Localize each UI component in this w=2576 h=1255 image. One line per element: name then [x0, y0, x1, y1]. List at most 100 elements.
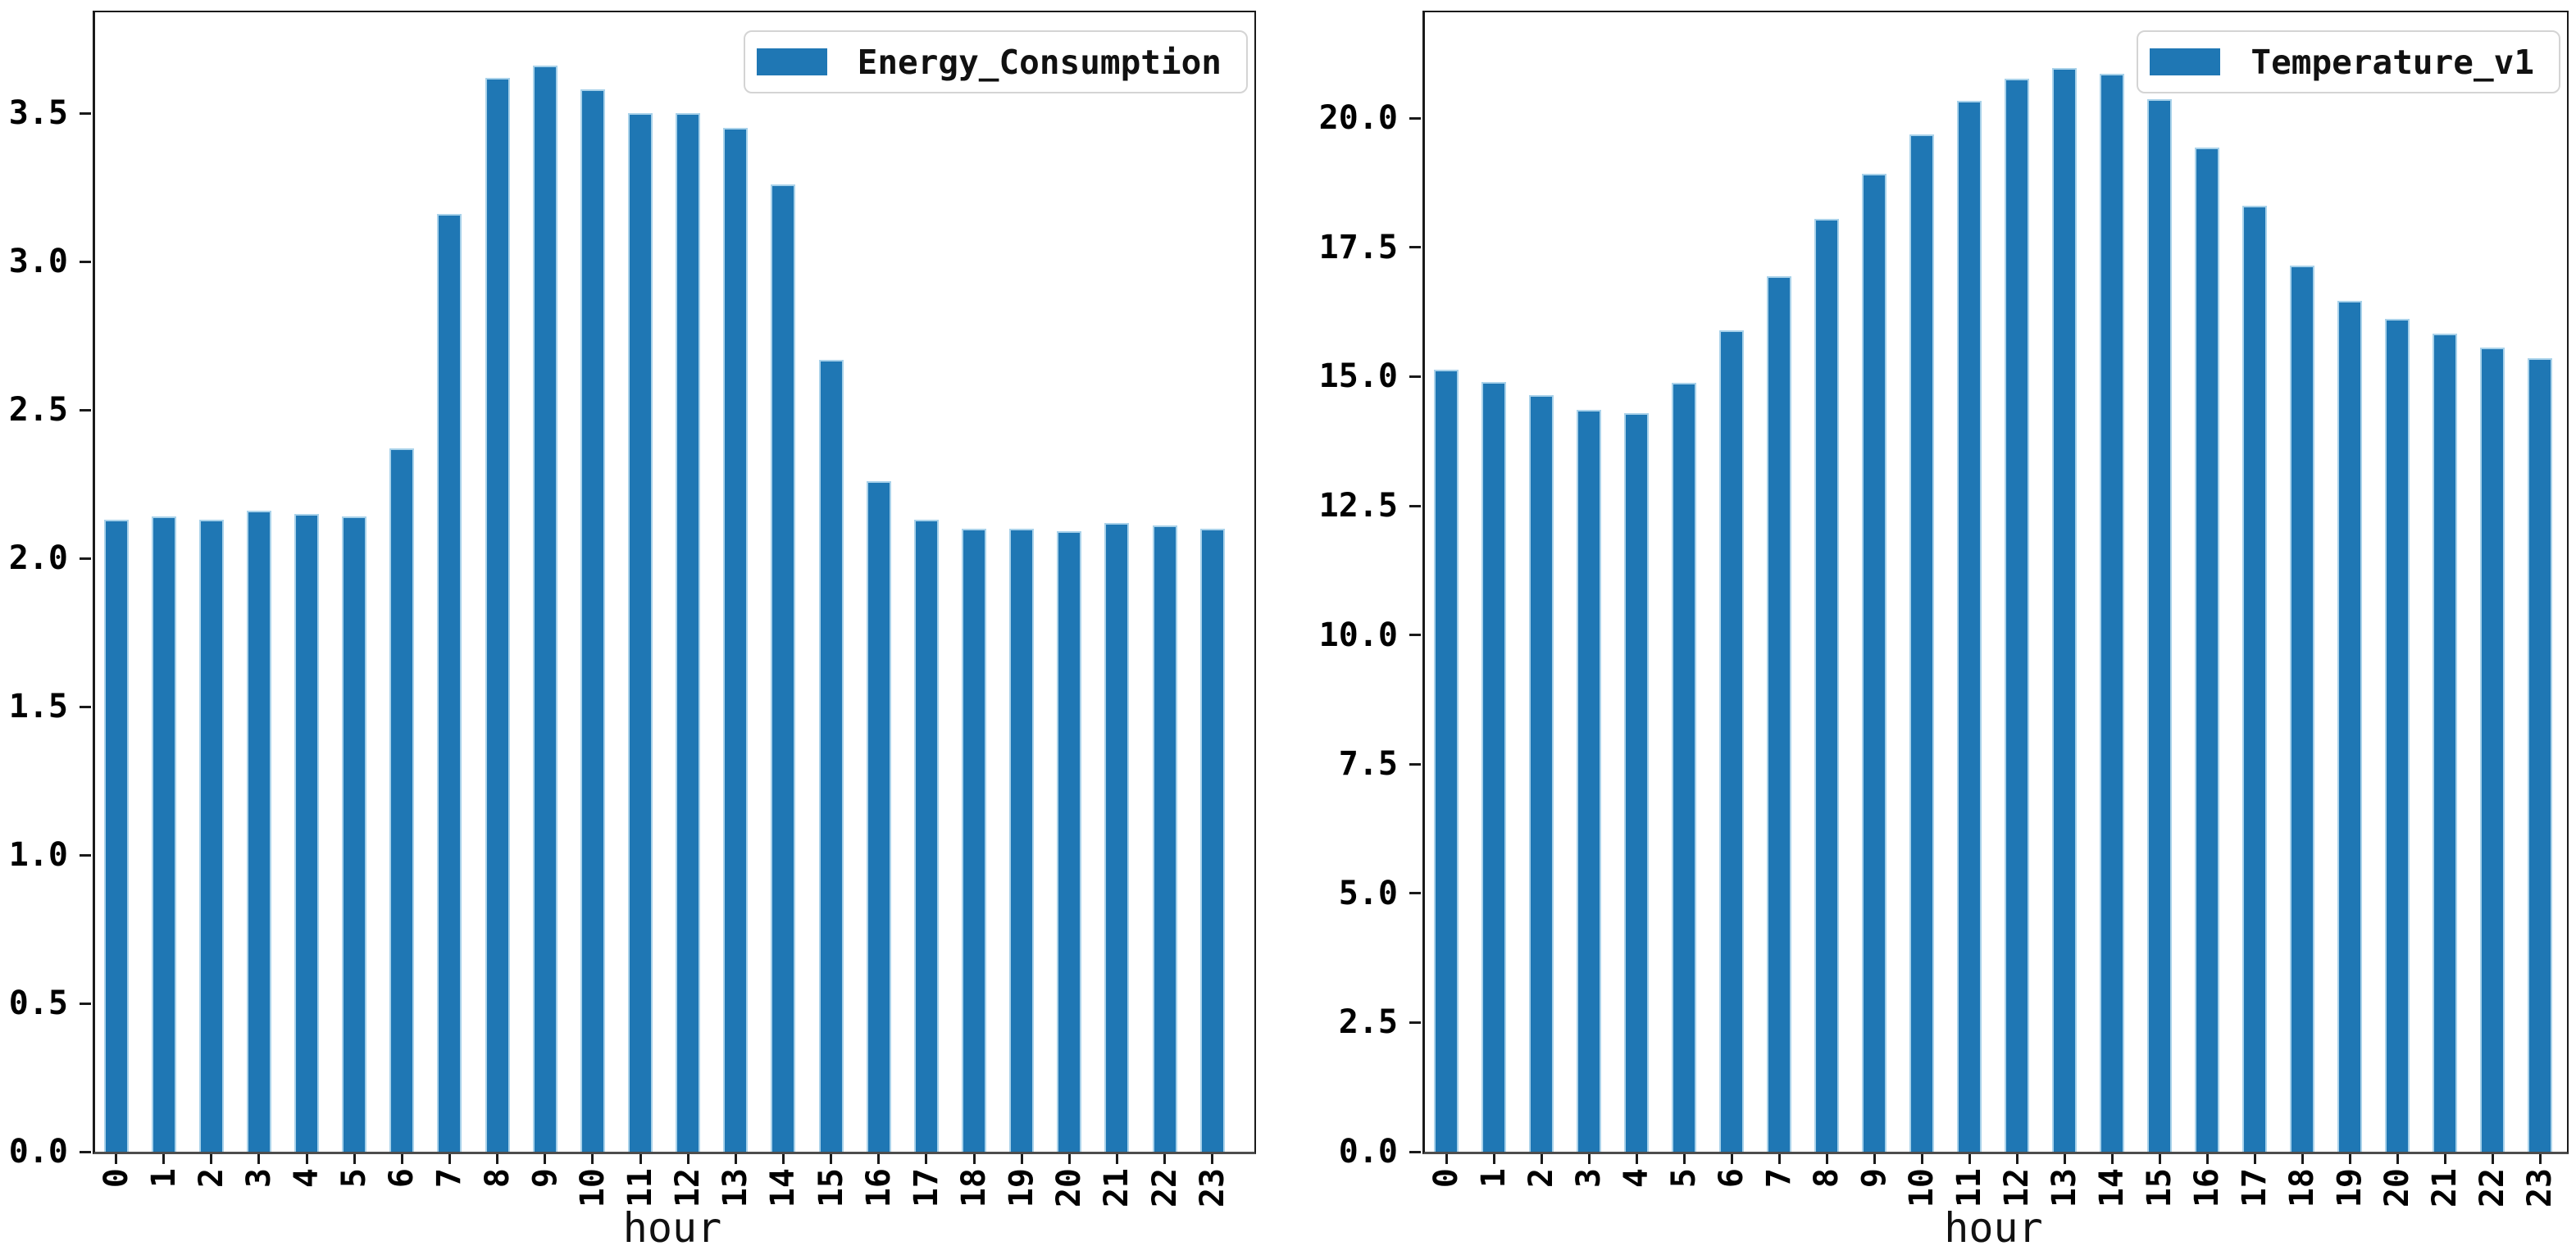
y-tick	[1409, 504, 1421, 507]
x-tick	[210, 1154, 213, 1164]
y-tick-label: 3.0	[8, 243, 68, 281]
x-tick	[1067, 1154, 1071, 1164]
y-tick	[80, 853, 91, 857]
x-tick	[2348, 1154, 2351, 1164]
x-tick	[2396, 1154, 2399, 1164]
x-tick	[1211, 1154, 1214, 1164]
y-tick-label: 7.5	[1338, 745, 1398, 784]
bar-hour-10	[580, 89, 605, 1152]
x-tick	[2158, 1154, 2161, 1164]
legend-swatch-icon	[2150, 48, 2221, 75]
y-tick-label: 0.5	[8, 984, 68, 1022]
y-tick-label: 17.5	[1318, 228, 1398, 266]
y-tick	[1409, 1021, 1421, 1024]
y-tick-label: 1.0	[8, 836, 68, 875]
bar-hour-7	[437, 214, 462, 1152]
bar-hour-23	[2528, 357, 2552, 1152]
y-tick	[80, 260, 91, 263]
x-tick	[2063, 1154, 2066, 1164]
bar-hour-13	[723, 128, 749, 1152]
y-tick	[1409, 375, 1421, 378]
bar-hour-12	[676, 113, 701, 1152]
x-tick	[877, 1154, 881, 1164]
x-tick	[353, 1154, 356, 1164]
y-tick	[80, 705, 91, 708]
bar-hour-4	[294, 513, 320, 1152]
bar-hour-21	[2433, 334, 2457, 1152]
bar-hour-16	[866, 480, 891, 1152]
x-tick	[2015, 1154, 2018, 1164]
legend: Energy_Consumption	[743, 30, 1248, 93]
x-tick	[734, 1154, 737, 1164]
x-tick	[2491, 1154, 2494, 1164]
x-tick	[400, 1154, 403, 1164]
y-tick-label: 0.0	[8, 1133, 68, 1171]
bar-hour-14	[2100, 74, 2124, 1152]
bar-hour-3	[1577, 409, 1601, 1152]
y-tick	[1409, 246, 1421, 249]
y-tick-label: 15.0	[1318, 357, 1398, 396]
y-tick	[80, 1002, 91, 1005]
bar-hour-11	[1957, 100, 1982, 1152]
bar-hour-10	[1909, 134, 1934, 1152]
bar-hour-5	[1672, 383, 1696, 1152]
bar-hour-21	[1104, 522, 1130, 1152]
x-tick	[1920, 1154, 1923, 1164]
bar-hour-17	[2242, 206, 2267, 1152]
bar-hour-22	[2480, 347, 2505, 1152]
x-tick	[1492, 1154, 1495, 1164]
bar-hour-14	[771, 184, 796, 1152]
bar-hour-22	[1152, 525, 1177, 1152]
legend-label: Temperature_v1	[2251, 42, 2534, 82]
legend-swatch-icon	[756, 48, 827, 75]
x-tick	[1825, 1154, 1828, 1164]
x-tick	[115, 1154, 117, 1164]
y-tick-label: 3.5	[8, 94, 68, 133]
x-tick	[496, 1154, 499, 1164]
x-tick	[257, 1154, 261, 1164]
bar-hour-18	[2290, 265, 2314, 1152]
x-tick	[1115, 1154, 1118, 1164]
y-tick-label: 5.0	[1338, 874, 1398, 912]
y-tick-label: 20.0	[1318, 99, 1398, 138]
y-tick	[80, 557, 91, 560]
x-tick	[544, 1154, 547, 1164]
x-tick	[925, 1154, 928, 1164]
x-tick	[2301, 1154, 2304, 1164]
y-tick	[1409, 634, 1421, 637]
bar-hour-19	[2337, 300, 2362, 1152]
x-tick	[2205, 1154, 2209, 1164]
x-tick	[830, 1154, 833, 1164]
bar-hour-20	[2385, 318, 2410, 1152]
bar-hour-17	[913, 519, 939, 1152]
bar-hour-5	[342, 516, 367, 1152]
x-tick	[2443, 1154, 2446, 1164]
plot-area: Temperature_v1 0 1 2 3 4 5 6 7 8 9 10 11 12 13 14 15 16 1…	[1319, 11, 2569, 1207]
bar-hour-1	[1481, 381, 1506, 1152]
bar-hour-2	[198, 519, 224, 1152]
bar-hour-6	[1719, 330, 1744, 1152]
y-tick-label: 2.5	[1338, 1003, 1398, 1042]
bar-hour-3	[246, 511, 271, 1152]
x-tick	[1873, 1154, 1876, 1164]
bar-hour-15	[2147, 98, 2172, 1152]
x-tick	[1682, 1154, 1686, 1164]
y-tick	[80, 111, 91, 115]
y-tick	[80, 408, 91, 412]
bar-hour-8	[1814, 218, 1839, 1152]
x-tick	[2253, 1154, 2256, 1164]
plot-area: Energy_Consumption 0 1 2 3 4 5 6 7 8 9 10 11 12 13 14 1…	[9, 11, 1256, 1207]
y-tick	[1409, 1150, 1421, 1153]
x-tick	[639, 1154, 642, 1164]
x-tick	[1730, 1154, 1733, 1164]
x-axis-label: hour	[622, 1204, 722, 1252]
x-tick	[781, 1154, 785, 1164]
x-tick	[591, 1154, 594, 1164]
y-tick	[1409, 762, 1421, 766]
bar-hour-9	[1862, 174, 1886, 1152]
y-tick-label: 10.0	[1318, 616, 1398, 654]
bar-hour-1	[151, 516, 176, 1152]
chart-energy-consumption: Energy_Consumption 0 1 2 3 4 5 6 7 8 9 10 11 12 13 14 1…	[9, 11, 1256, 1252]
bar-hour-16	[2195, 147, 2219, 1152]
